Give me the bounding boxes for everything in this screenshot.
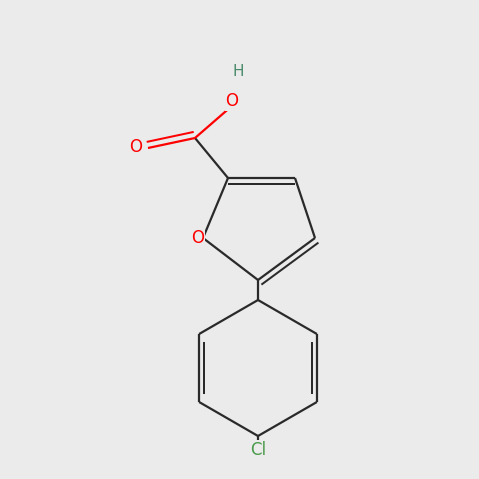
Text: Cl: Cl [250, 441, 266, 459]
Text: O: O [129, 138, 143, 156]
Text: O: O [226, 92, 239, 110]
Text: H: H [232, 65, 244, 80]
Text: O: O [191, 229, 204, 247]
